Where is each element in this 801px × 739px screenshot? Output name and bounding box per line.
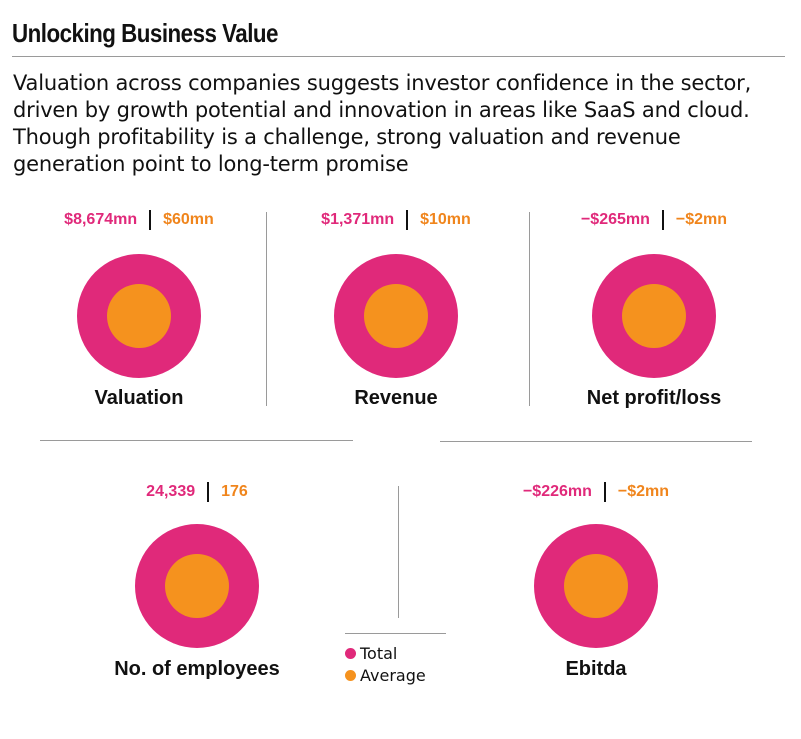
legend-label: Total — [360, 643, 398, 663]
vertical-divider — [266, 212, 267, 406]
average-value-label: $10mn — [420, 211, 471, 228]
average-value-label: −$2mn — [617, 483, 670, 500]
average-value-label: 176 — [221, 483, 248, 500]
average-circle — [564, 554, 628, 618]
metric-label: No. of employees — [114, 658, 280, 680]
value-separator — [207, 482, 210, 502]
metric-ebitda: −$226mn −$2mn Ebitda — [496, 480, 696, 690]
metric-circle — [77, 254, 201, 378]
total-value-label: −$226mn — [522, 483, 592, 500]
metric-label: Revenue — [354, 387, 438, 409]
title-divider — [12, 56, 785, 57]
legend-label: Average — [360, 665, 426, 685]
value-separator — [603, 482, 606, 502]
horizontal-divider — [40, 440, 353, 441]
metric-net-profit-loss: −$265mn −$2mn Net profit/loss — [554, 208, 754, 418]
metric-circle — [592, 254, 716, 378]
metric-circle — [534, 524, 658, 648]
average-circle — [364, 284, 428, 348]
legend: Total Average — [345, 642, 426, 686]
metric-label: Valuation — [94, 387, 184, 409]
average-swatch — [345, 669, 356, 681]
metric-employees: 24,339 176 No. of employees — [97, 480, 297, 690]
total-value-label: 24,339 — [146, 483, 196, 500]
metric-values: −$226mn −$2mn — [496, 480, 696, 504]
metric-values: 24,339 176 — [97, 480, 297, 504]
vertical-divider — [529, 212, 530, 406]
legend-item-average: Average — [345, 664, 426, 686]
average-value-label: −$2mn — [675, 211, 728, 228]
value-separator — [661, 210, 664, 230]
average-circle — [622, 284, 686, 348]
total-swatch — [345, 647, 356, 659]
value-separator — [406, 210, 409, 230]
total-value-label: $8,674mn — [64, 211, 138, 228]
average-circle — [165, 554, 229, 618]
metric-values: −$265mn −$2mn — [554, 208, 754, 232]
legend-divider — [345, 633, 446, 634]
value-separator — [149, 210, 152, 230]
metric-label: Ebitda — [565, 658, 627, 680]
vertical-divider — [398, 486, 399, 618]
metric-values: $8,674mn $60mn — [39, 208, 239, 232]
metric-values: $1,371mn $10mn — [296, 208, 496, 232]
total-value-label: $1,371mn — [321, 211, 395, 228]
metric-revenue: $1,371mn $10mn Revenue — [296, 208, 496, 418]
metric-valuation: $8,674mn $60mn Valuation — [39, 208, 239, 418]
metric-label: Net profit/loss — [586, 387, 722, 409]
legend-item-total: Total — [345, 642, 426, 664]
total-value-label: −$265mn — [580, 211, 650, 228]
subtitle: Valuation across companies suggests inve… — [13, 71, 752, 176]
average-circle — [107, 284, 171, 348]
average-value-label: $60mn — [163, 211, 214, 228]
page-title: Unlocking Business Value — [12, 18, 278, 48]
horizontal-divider — [440, 441, 752, 442]
metric-circle — [334, 254, 458, 378]
metric-circle — [135, 524, 259, 648]
